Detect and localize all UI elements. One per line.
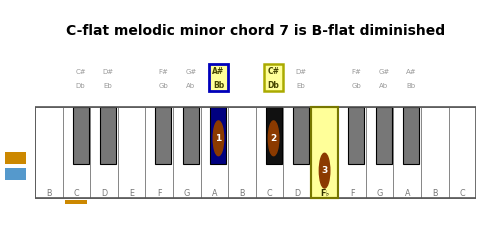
Text: basicmusictheory.com: basicmusictheory.com [12, 63, 18, 126]
Text: G: G [183, 189, 190, 198]
Text: C: C [458, 189, 464, 198]
Bar [420, 107, 448, 198]
Bar [310, 107, 337, 198]
Text: Gb: Gb [158, 83, 168, 89]
Text: Ab: Ab [379, 83, 387, 89]
Bar [210, 107, 226, 164]
Bar [263, 65, 283, 91]
Circle shape [268, 121, 278, 156]
Text: 1: 1 [215, 134, 221, 143]
Bar [145, 107, 173, 198]
Bar [100, 107, 116, 164]
Text: E: E [129, 189, 134, 198]
Text: A: A [404, 189, 409, 198]
Text: Db: Db [267, 81, 279, 90]
Text: Bb: Bb [212, 81, 224, 90]
Text: F: F [156, 189, 161, 198]
Bar [182, 107, 198, 164]
Bar [35, 107, 62, 198]
Bar [348, 107, 363, 164]
Circle shape [213, 121, 223, 156]
Bar [200, 107, 228, 198]
Bar [173, 107, 200, 198]
Text: C#: C# [267, 67, 279, 76]
Text: C-flat melodic minor chord 7 is B-flat diminished: C-flat melodic minor chord 7 is B-flat d… [66, 24, 444, 38]
Text: C#: C# [75, 69, 86, 75]
Bar [393, 107, 420, 198]
Text: Bb: Bb [406, 83, 415, 89]
Bar [337, 107, 365, 198]
Text: G: G [376, 189, 382, 198]
Bar [292, 107, 309, 164]
Bar [403, 107, 419, 164]
Text: C: C [266, 189, 272, 198]
Bar [228, 107, 255, 198]
Text: F#: F# [350, 69, 360, 75]
Bar [255, 107, 283, 198]
Bar [118, 107, 145, 198]
Bar [283, 107, 310, 198]
Bar [208, 65, 228, 91]
Text: F: F [349, 189, 354, 198]
Bar [448, 107, 475, 198]
Bar [375, 107, 391, 164]
Text: Eb: Eb [296, 83, 305, 89]
Circle shape [319, 153, 329, 188]
Text: Db: Db [76, 83, 85, 89]
Text: C: C [73, 189, 79, 198]
Bar [65, 200, 87, 204]
Bar [35, 107, 475, 198]
Text: A: A [211, 189, 216, 198]
Bar [90, 107, 118, 198]
Text: A#: A# [405, 69, 416, 75]
Text: B: B [46, 189, 51, 198]
Bar [72, 107, 88, 164]
Text: A#: A# [212, 67, 224, 76]
Bar [4, 152, 26, 164]
Bar [155, 107, 171, 164]
Text: G#: G# [185, 69, 196, 75]
Text: F♭: F♭ [319, 189, 328, 198]
Text: 3: 3 [321, 166, 327, 175]
Text: D: D [101, 189, 107, 198]
Text: D#: D# [102, 69, 113, 75]
Text: G#: G# [377, 69, 389, 75]
Bar [4, 168, 26, 180]
Bar [365, 107, 393, 198]
Text: B: B [239, 189, 244, 198]
Text: F#: F# [158, 69, 168, 75]
Text: 2: 2 [270, 134, 276, 143]
Text: Eb: Eb [104, 83, 112, 89]
Bar [310, 107, 337, 198]
Text: D#: D# [295, 69, 306, 75]
Text: Ab: Ab [186, 83, 195, 89]
Text: Gb: Gb [351, 83, 360, 89]
Bar [62, 107, 90, 198]
Text: B: B [431, 189, 437, 198]
Bar [265, 107, 281, 164]
Text: D: D [293, 189, 300, 198]
